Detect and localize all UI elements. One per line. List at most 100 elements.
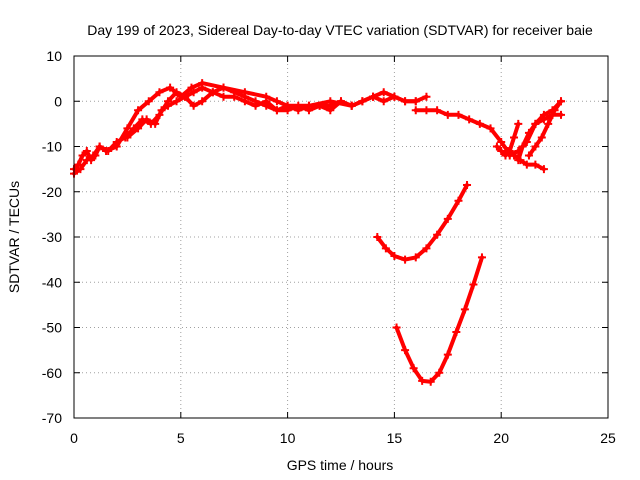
data-point — [144, 97, 153, 106]
ticks — [73, 55, 609, 419]
data-point — [251, 97, 260, 106]
data-point — [272, 97, 281, 106]
y-tick-label: -30 — [42, 229, 62, 245]
data-point — [304, 101, 313, 110]
data-point — [460, 305, 469, 314]
data-point — [76, 165, 85, 174]
data-point — [369, 92, 378, 101]
data-point — [283, 101, 292, 110]
data-point — [433, 106, 442, 115]
y-axis-title: SDTVAR / TECUs — [6, 181, 22, 293]
data-point — [189, 88, 198, 97]
data-point — [95, 142, 104, 151]
data-point — [142, 115, 151, 124]
data-point — [262, 101, 271, 110]
data-point — [550, 106, 559, 115]
data-point — [315, 101, 324, 110]
y-tick-label: -50 — [42, 320, 62, 336]
data-point — [409, 364, 418, 373]
data-point — [163, 101, 172, 110]
data-point — [189, 101, 198, 110]
data-point — [443, 110, 452, 119]
data-point — [151, 119, 160, 128]
y-tick-label: 0 — [54, 93, 62, 109]
data-point — [401, 346, 410, 355]
data-point — [497, 147, 506, 156]
data-point — [557, 110, 566, 119]
data-point — [531, 119, 540, 128]
series-group — [70, 79, 566, 386]
data-point — [477, 253, 486, 262]
data-point — [454, 110, 463, 119]
series-line-arc-1 — [375, 183, 469, 262]
data-point — [379, 88, 388, 97]
data-point — [510, 133, 519, 142]
data-point — [219, 83, 228, 92]
data-point — [539, 165, 548, 174]
data-point — [452, 328, 461, 337]
y-tick-label: -20 — [42, 184, 62, 200]
data-point — [422, 92, 431, 101]
series-line-track-h — [527, 99, 563, 158]
data-point — [294, 106, 303, 115]
data-point — [531, 142, 540, 151]
data-point — [74, 160, 83, 169]
x-tick-label: 10 — [280, 430, 296, 446]
data-point — [514, 119, 523, 128]
data-point — [390, 92, 399, 101]
data-point — [326, 106, 335, 115]
data-point — [524, 128, 533, 137]
data-point — [230, 88, 239, 97]
data-point — [433, 230, 442, 239]
data-point — [518, 142, 527, 151]
data-point — [411, 106, 420, 115]
data-point — [166, 83, 175, 92]
data-point — [422, 106, 431, 115]
data-point — [82, 156, 91, 165]
data-point — [443, 350, 452, 359]
data-point — [463, 180, 472, 189]
data-point — [123, 133, 132, 142]
x-tick-labels: 0 5 10 15 20 25 — [70, 430, 616, 446]
data-point — [181, 92, 190, 101]
y-tick-label: -40 — [42, 274, 62, 290]
data-point — [337, 97, 345, 106]
data-point — [134, 124, 143, 133]
data-point — [475, 119, 484, 128]
data-point — [157, 106, 166, 115]
data-point — [373, 233, 382, 241]
data-point — [240, 92, 249, 101]
data-point — [272, 106, 281, 115]
y-tick-label: -60 — [42, 365, 62, 381]
x-tick-label: 15 — [387, 430, 403, 446]
chart-title: Day 199 of 2023, Sidereal Day-to-day VTE… — [87, 22, 593, 38]
data-point — [208, 88, 217, 97]
data-point — [89, 151, 98, 160]
data-point — [347, 101, 356, 110]
data-point — [82, 147, 91, 156]
y-tick-label: -10 — [42, 139, 62, 155]
x-tick-label: 0 — [70, 430, 78, 446]
data-point — [435, 368, 444, 377]
data-point — [379, 97, 388, 106]
data-point — [172, 88, 181, 97]
data-point — [104, 147, 113, 156]
data-point — [198, 97, 207, 106]
data-point — [426, 377, 435, 386]
data-point — [469, 280, 478, 289]
data-point — [422, 244, 431, 253]
data-point — [358, 97, 367, 106]
data-point — [219, 92, 228, 101]
data-point — [172, 97, 181, 106]
data-point — [497, 137, 506, 146]
data-point — [505, 151, 514, 160]
data-point — [465, 115, 474, 124]
data-point — [514, 156, 523, 165]
data-point — [557, 97, 566, 106]
data-point — [454, 196, 463, 205]
grid — [74, 56, 608, 418]
data-point — [531, 160, 540, 169]
data-point — [392, 323, 401, 332]
data-point — [198, 83, 207, 92]
